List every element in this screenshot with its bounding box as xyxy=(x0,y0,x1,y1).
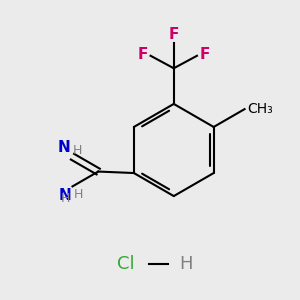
Text: H: H xyxy=(73,144,83,157)
Text: F: F xyxy=(138,47,148,62)
Text: CH₃: CH₃ xyxy=(247,102,273,116)
Text: H: H xyxy=(74,188,83,201)
Text: F: F xyxy=(199,47,210,62)
Text: N: N xyxy=(57,140,70,155)
Text: N: N xyxy=(58,188,71,203)
Text: Cl: Cl xyxy=(117,255,135,273)
Text: H: H xyxy=(61,192,70,205)
Text: H: H xyxy=(179,255,192,273)
Text: F: F xyxy=(169,27,179,42)
